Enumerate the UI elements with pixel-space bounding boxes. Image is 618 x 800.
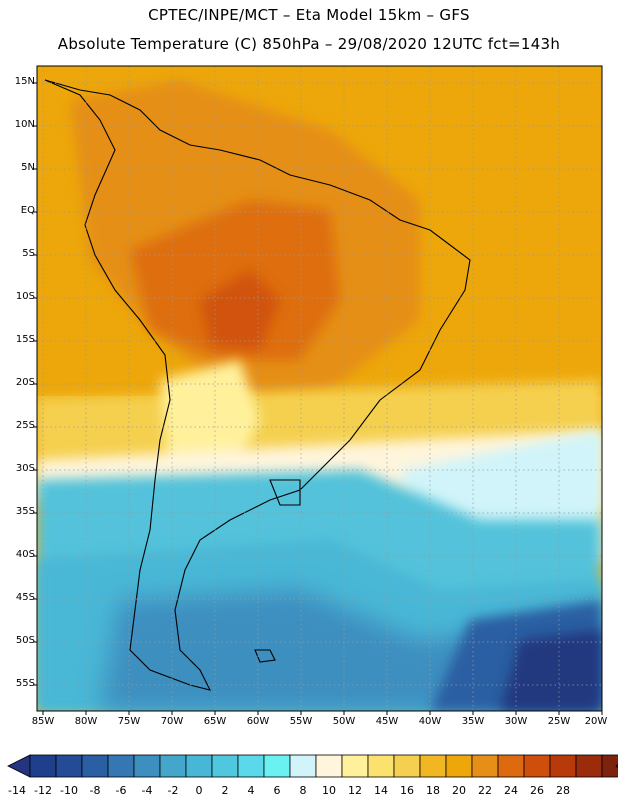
lat-label: 15N xyxy=(14,76,35,87)
colorbar-label: 12 xyxy=(348,784,362,797)
colorbar-label: 4 xyxy=(247,784,255,797)
colorbar-label: 26 xyxy=(530,784,544,797)
lat-label: 45S xyxy=(15,592,35,603)
colorbar-swatch xyxy=(29,754,57,778)
colorbar-label: -14 xyxy=(8,784,26,797)
colorbar-label: -8 xyxy=(89,784,101,797)
colorbar-label: -2 xyxy=(167,784,179,797)
colorbar-label: 20 xyxy=(452,784,466,797)
colorbar-label: 16 xyxy=(400,784,414,797)
colorbar xyxy=(7,754,618,778)
colorbar-swatch xyxy=(263,754,291,778)
lon-label: 50W xyxy=(332,716,356,727)
colorbar-label: 2 xyxy=(221,784,229,797)
colorbar-label: -12 xyxy=(34,784,52,797)
colorbar-swatch xyxy=(367,754,395,778)
lon-label: 20W xyxy=(584,716,608,727)
lon-label: 70W xyxy=(160,716,184,727)
lon-label: 55W xyxy=(289,716,313,727)
colorbar-swatch xyxy=(471,754,499,778)
lon-label: 60W xyxy=(246,716,270,727)
colorbar-label: 28 xyxy=(556,784,570,797)
colorbar-swatch xyxy=(445,754,473,778)
colorbar-underflow-arrow xyxy=(7,754,31,778)
lat-label: 50S xyxy=(15,635,35,646)
lon-label: 40W xyxy=(418,716,442,727)
colorbar-swatch xyxy=(523,754,551,778)
map-title-line-1: CPTEC/INPE/MCT – Eta Model 15km – GFS xyxy=(148,6,470,24)
colorbar-swatch xyxy=(601,754,618,778)
lat-label: 10S xyxy=(15,291,35,302)
colorbar-swatch xyxy=(81,754,109,778)
lat-label: 55S xyxy=(15,678,35,689)
colorbar-swatch xyxy=(575,754,603,778)
colorbar-swatch xyxy=(55,754,83,778)
lat-label: 20S xyxy=(15,377,35,388)
lat-label: 5N xyxy=(21,162,35,173)
lon-label: 30W xyxy=(504,716,528,727)
colorbar-label: -4 xyxy=(141,784,153,797)
lat-label: 15S xyxy=(15,334,35,345)
map-title-line-2: Absolute Temperature (C) 850hPa – 29/08/… xyxy=(57,35,561,53)
colorbar-swatch xyxy=(315,754,343,778)
temperature-field xyxy=(37,66,602,711)
map-frame xyxy=(36,65,603,712)
colorbar-label: 22 xyxy=(478,784,492,797)
colorbar-swatch xyxy=(159,754,187,778)
colorbar-swatch xyxy=(393,754,421,778)
lat-label: 35S xyxy=(15,506,35,517)
colorbar-swatch xyxy=(133,754,161,778)
lon-label: 75W xyxy=(117,716,141,727)
colorbar-swatch xyxy=(211,754,239,778)
colorbar-swatch xyxy=(185,754,213,778)
colorbar-swatch xyxy=(341,754,369,778)
lat-label: EQ xyxy=(20,205,35,216)
colorbar-label: 10 xyxy=(322,784,336,797)
colorbar-swatch xyxy=(237,754,265,778)
lon-label: 85W xyxy=(31,716,55,727)
colorbar-label: -6 xyxy=(115,784,127,797)
colorbar-swatch xyxy=(289,754,317,778)
lon-label: 80W xyxy=(74,716,98,727)
lat-label: 5S xyxy=(22,248,35,259)
lat-label: 30S xyxy=(15,463,35,474)
lat-label: 40S xyxy=(15,549,35,560)
lat-label: 25S xyxy=(15,420,35,431)
colorbar-label: 14 xyxy=(374,784,388,797)
colorbar-label: 6 xyxy=(273,784,281,797)
coastline xyxy=(44,79,471,691)
colorbar-swatch xyxy=(549,754,577,778)
colorbar-label: 24 xyxy=(504,784,518,797)
colorbar-label: 0 xyxy=(195,784,203,797)
colorbar-swatch xyxy=(497,754,525,778)
lon-label: 45W xyxy=(375,716,399,727)
lat-label: 10N xyxy=(14,119,35,130)
colorbar-swatch xyxy=(419,754,447,778)
lon-label: 35W xyxy=(461,716,485,727)
colorbar-label: -10 xyxy=(60,784,78,797)
lon-label: 65W xyxy=(203,716,227,727)
colorbar-label: 18 xyxy=(426,784,440,797)
lon-label: 25W xyxy=(547,716,571,727)
colorbar-swatch xyxy=(107,754,135,778)
colorbar-label: 8 xyxy=(299,784,307,797)
